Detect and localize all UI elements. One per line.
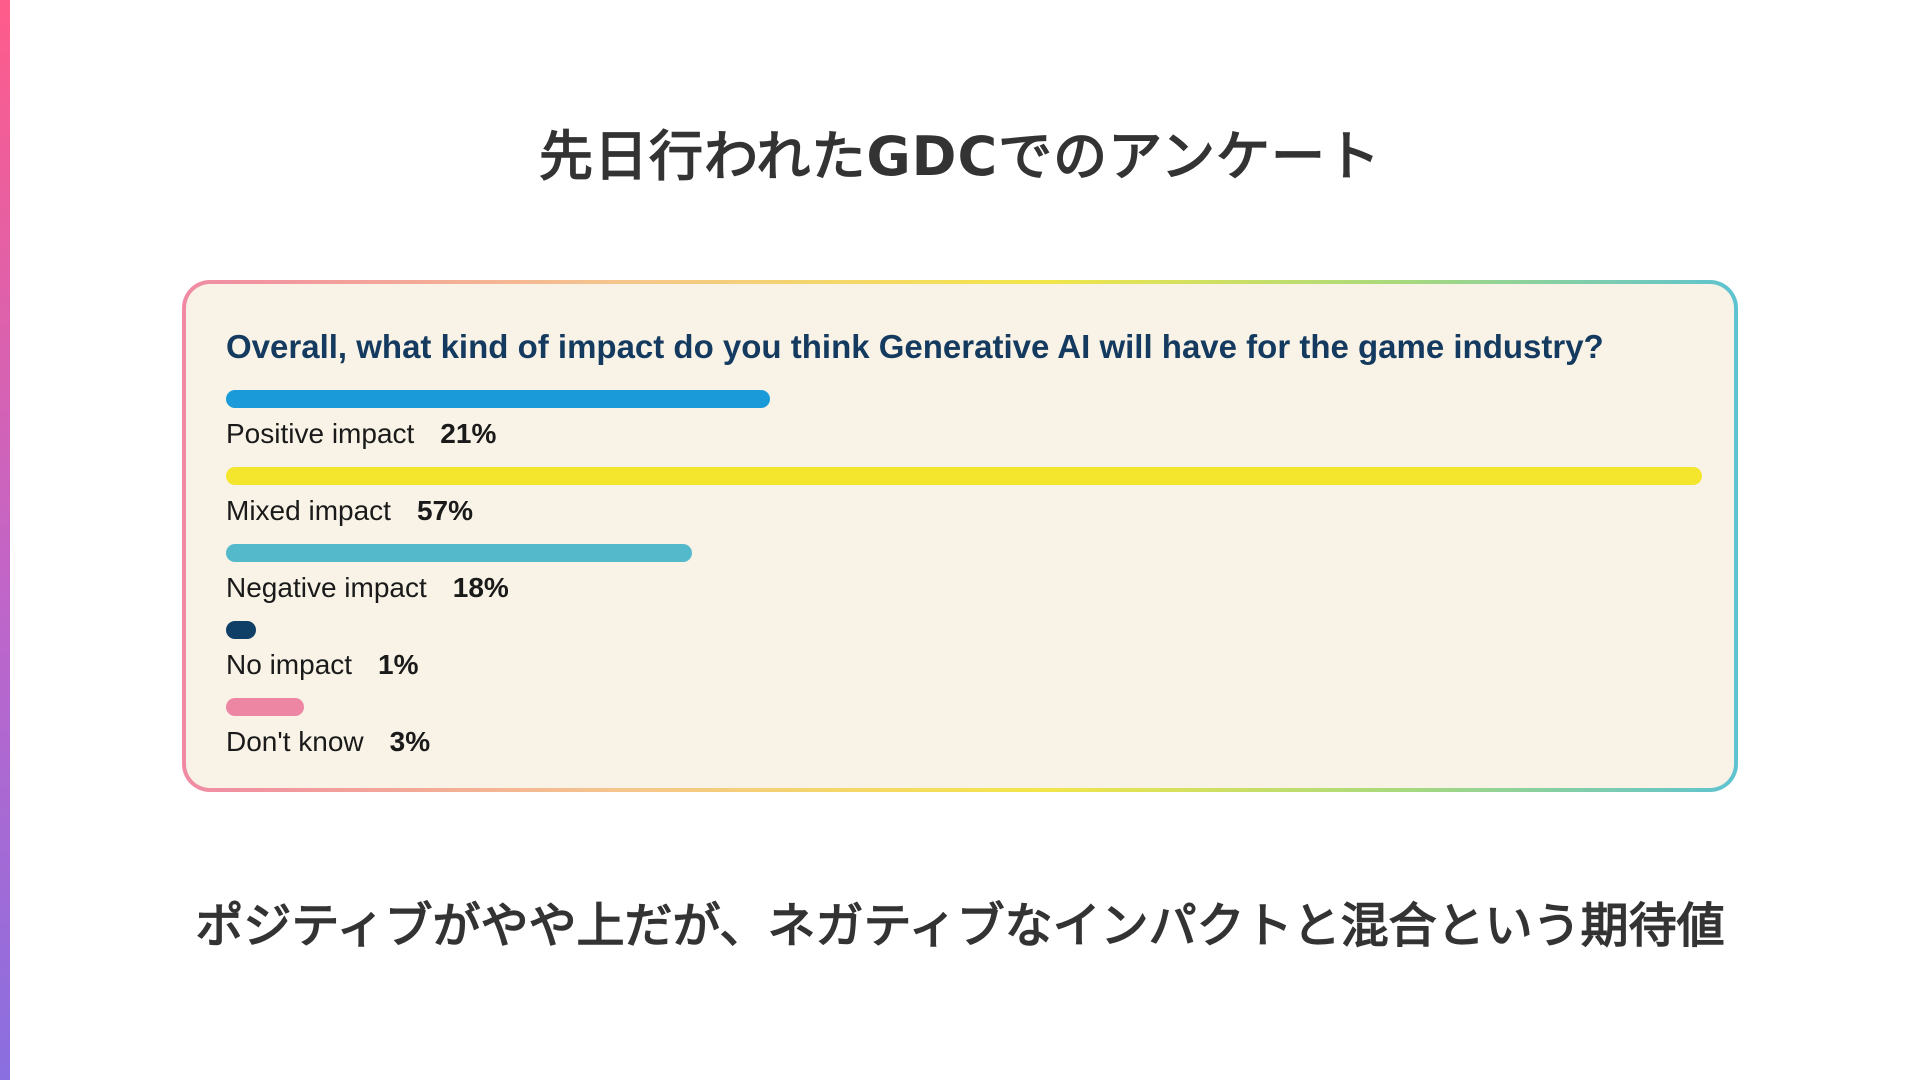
- chart-title: Overall, what kind of impact do you thin…: [226, 328, 1604, 365]
- chart-row: No impact 1%: [226, 621, 1706, 691]
- bar-chart: Positive impact 21% Mixed impact 57% Negativ…: [226, 390, 1706, 770]
- chart-bar: [226, 698, 304, 716]
- category-label: No impact: [226, 649, 353, 680]
- bar-label: Negative impact 18%: [226, 572, 509, 604]
- bar-label: Positive impact 21%: [226, 418, 496, 450]
- category-label: Mixed impact: [226, 495, 391, 526]
- chart-row: Positive impact 21%: [226, 390, 1706, 460]
- value-label: 57%: [416, 495, 473, 526]
- chart-bar: [226, 621, 256, 639]
- survey-card-border: Overall, what kind of impact do you thin…: [182, 280, 1738, 792]
- value-label: 3%: [389, 726, 431, 757]
- category-label: Negative impact: [226, 572, 427, 603]
- left-accent-stripe: [0, 0, 10, 1080]
- chart-bar: [226, 467, 1702, 485]
- slide-title: 先日行われたGDCでのアンケート: [539, 125, 1381, 188]
- conclusion-text: ポジティブがやや上だが、ネガティブなインパクトと混合という期待値: [195, 898, 1725, 954]
- chart-bar: [226, 390, 770, 408]
- chart-row: Don't know 3%: [226, 698, 1706, 768]
- value-label: 1%: [378, 649, 419, 680]
- survey-card: Overall, what kind of impact do you thin…: [186, 284, 1734, 788]
- chart-row: Negative impact 18%: [226, 544, 1706, 614]
- bar-label: Mixed impact 57%: [226, 495, 473, 527]
- category-label: Positive impact: [226, 418, 415, 449]
- value-label: 18%: [452, 572, 509, 603]
- value-label: 21%: [440, 418, 497, 449]
- chart-bar: [226, 544, 693, 562]
- bar-label: No impact 1%: [226, 649, 419, 681]
- chart-row: Mixed impact 57%: [226, 467, 1706, 537]
- bar-label: Don't know 3%: [226, 726, 430, 758]
- category-label: Don't know: [226, 726, 364, 757]
